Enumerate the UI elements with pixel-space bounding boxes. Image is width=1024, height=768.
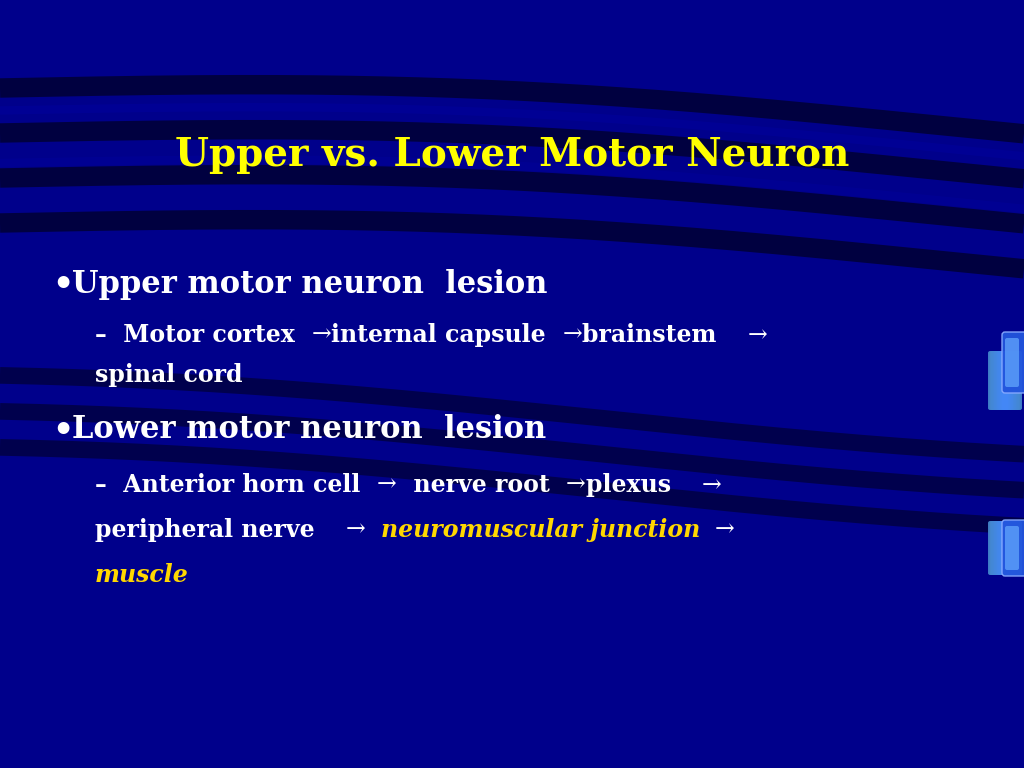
FancyBboxPatch shape — [998, 351, 1012, 410]
FancyBboxPatch shape — [991, 351, 1019, 410]
Text: brainstem: brainstem — [582, 323, 733, 347]
Text: –  Motor cortex: – Motor cortex — [95, 323, 311, 347]
Text: muscle: muscle — [95, 563, 188, 587]
Text: Upper vs. Lower Motor Neuron: Upper vs. Lower Motor Neuron — [175, 136, 849, 174]
Text: →: → — [700, 518, 735, 541]
FancyBboxPatch shape — [995, 521, 1015, 575]
Text: plexus: plexus — [586, 473, 687, 497]
Text: →: → — [377, 474, 396, 496]
FancyBboxPatch shape — [992, 351, 1018, 410]
FancyBboxPatch shape — [988, 521, 1022, 575]
Text: nerve root: nerve root — [396, 473, 566, 497]
FancyBboxPatch shape — [991, 521, 1019, 575]
Text: •: • — [52, 269, 74, 302]
Text: →: → — [311, 323, 331, 346]
FancyBboxPatch shape — [1000, 351, 1010, 410]
FancyBboxPatch shape — [1002, 520, 1024, 576]
Text: peripheral nerve: peripheral nerve — [95, 518, 331, 542]
Text: →: → — [562, 323, 582, 346]
FancyBboxPatch shape — [994, 521, 1016, 575]
FancyBboxPatch shape — [992, 521, 1018, 575]
FancyBboxPatch shape — [989, 351, 1021, 410]
Text: internal capsule: internal capsule — [331, 323, 562, 347]
FancyBboxPatch shape — [1002, 332, 1024, 393]
FancyBboxPatch shape — [998, 521, 1012, 575]
FancyBboxPatch shape — [1000, 521, 1010, 575]
Text: →: → — [331, 518, 381, 541]
FancyBboxPatch shape — [989, 521, 1021, 575]
FancyBboxPatch shape — [1005, 526, 1019, 570]
Text: →: → — [687, 474, 722, 496]
Text: Lower motor neuron  lesion: Lower motor neuron lesion — [72, 415, 546, 445]
FancyBboxPatch shape — [994, 351, 1016, 410]
Text: spinal cord: spinal cord — [95, 363, 243, 387]
Text: neuromuscular junction: neuromuscular junction — [381, 518, 700, 542]
FancyBboxPatch shape — [988, 351, 1022, 410]
FancyBboxPatch shape — [1005, 338, 1019, 387]
Text: →: → — [566, 474, 586, 496]
FancyBboxPatch shape — [995, 351, 1015, 410]
Text: •: • — [52, 413, 74, 446]
FancyBboxPatch shape — [997, 351, 1013, 410]
Text: Upper motor neuron  lesion: Upper motor neuron lesion — [72, 270, 548, 300]
Text: →: → — [733, 323, 768, 346]
FancyBboxPatch shape — [997, 521, 1013, 575]
FancyBboxPatch shape — [1001, 521, 1009, 575]
FancyBboxPatch shape — [1001, 351, 1009, 410]
Text: –  Anterior horn cell: – Anterior horn cell — [95, 473, 377, 497]
